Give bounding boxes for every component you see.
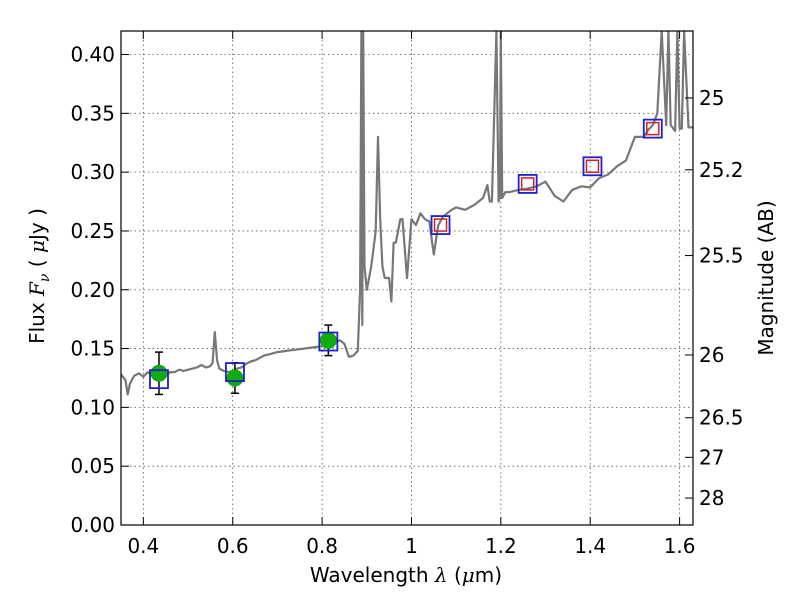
filter-box	[430, 215, 451, 235]
y-axis-label-symbol: F	[25, 281, 49, 297]
right-tick-label: 25	[699, 86, 724, 110]
observed-point	[226, 369, 244, 387]
y-tick-label: 0.25	[70, 219, 115, 243]
right-tick-label: 27	[699, 445, 724, 469]
x-tick-label: 0.4	[127, 534, 159, 558]
observed-point	[319, 331, 337, 349]
model-point	[433, 218, 448, 232]
right-tick-label: 25.2	[699, 158, 744, 182]
y-axis-label-unit-rest: Jy	[25, 222, 49, 242]
x-tick-label: 1.6	[664, 534, 696, 558]
spectrum-layer	[121, 31, 693, 396]
x-axis-label-unit-open: (	[448, 563, 462, 587]
x-tick-label: 1.2	[485, 534, 517, 558]
y-axis-label-unit-mu: μ	[25, 240, 49, 253]
x-tick-label: 1.4	[574, 534, 606, 558]
y-axis-label: Flux Fν ( μJy )	[25, 208, 53, 344]
tick-layer: 0.4 0.6 0.8 1 1.2 1.4 1.6 0.00 0.05 0.10 0.15 0.20 0…	[70, 31, 744, 558]
y-tick-label: 0.10	[70, 395, 115, 419]
filter-box	[517, 174, 538, 194]
plot-frame	[120, 30, 694, 526]
y-tick-label: 0.00	[70, 513, 115, 537]
x-axis-label: Wavelength λ (μm)	[310, 563, 502, 587]
x-axis-label-symbol: λ	[434, 563, 448, 587]
right-axis-label: Magnitude (AB)	[754, 200, 778, 355]
model-point	[585, 159, 600, 174]
right-tick-label: 26.5	[699, 406, 744, 430]
y-tick-label: 0.35	[70, 101, 115, 125]
y-axis-label-unit-open: (	[25, 259, 49, 267]
filter-box	[318, 331, 339, 352]
right-tick-label: 26	[699, 343, 724, 367]
filter-box	[149, 369, 169, 390]
y-tick-label: 0.30	[70, 160, 115, 184]
x-tick-label: 1	[405, 534, 418, 558]
x-axis-label-prefix: Wavelength	[310, 563, 429, 587]
y-axis-label-unit-close: )	[25, 208, 49, 216]
model-point	[520, 177, 535, 191]
right-tick-label: 25.5	[699, 244, 744, 268]
y-axis-label-prefix: Flux	[25, 302, 49, 344]
x-tick-label: 0.8	[306, 534, 338, 558]
right-tick-label: 28	[699, 486, 724, 510]
x-axis-label-unit-mu: μ	[462, 563, 475, 587]
y-tick-label: 0.05	[70, 454, 115, 478]
y-tick-label: 0.40	[70, 43, 115, 67]
filter-box	[642, 118, 663, 139]
filter-box	[582, 156, 603, 177]
x-axis-label-unit-rest: m)	[475, 563, 502, 587]
spectrum-line	[121, 31, 693, 396]
marker-layer	[149, 118, 663, 396]
y-axis-label-subscript: ν	[37, 273, 53, 282]
observed-point	[150, 364, 168, 382]
model-point	[646, 121, 660, 136]
filter-box	[225, 362, 245, 382]
x-tick-label: 0.6	[217, 534, 249, 558]
y-tick-label: 0.15	[70, 337, 115, 361]
y-tick-label: 0.20	[70, 278, 115, 302]
